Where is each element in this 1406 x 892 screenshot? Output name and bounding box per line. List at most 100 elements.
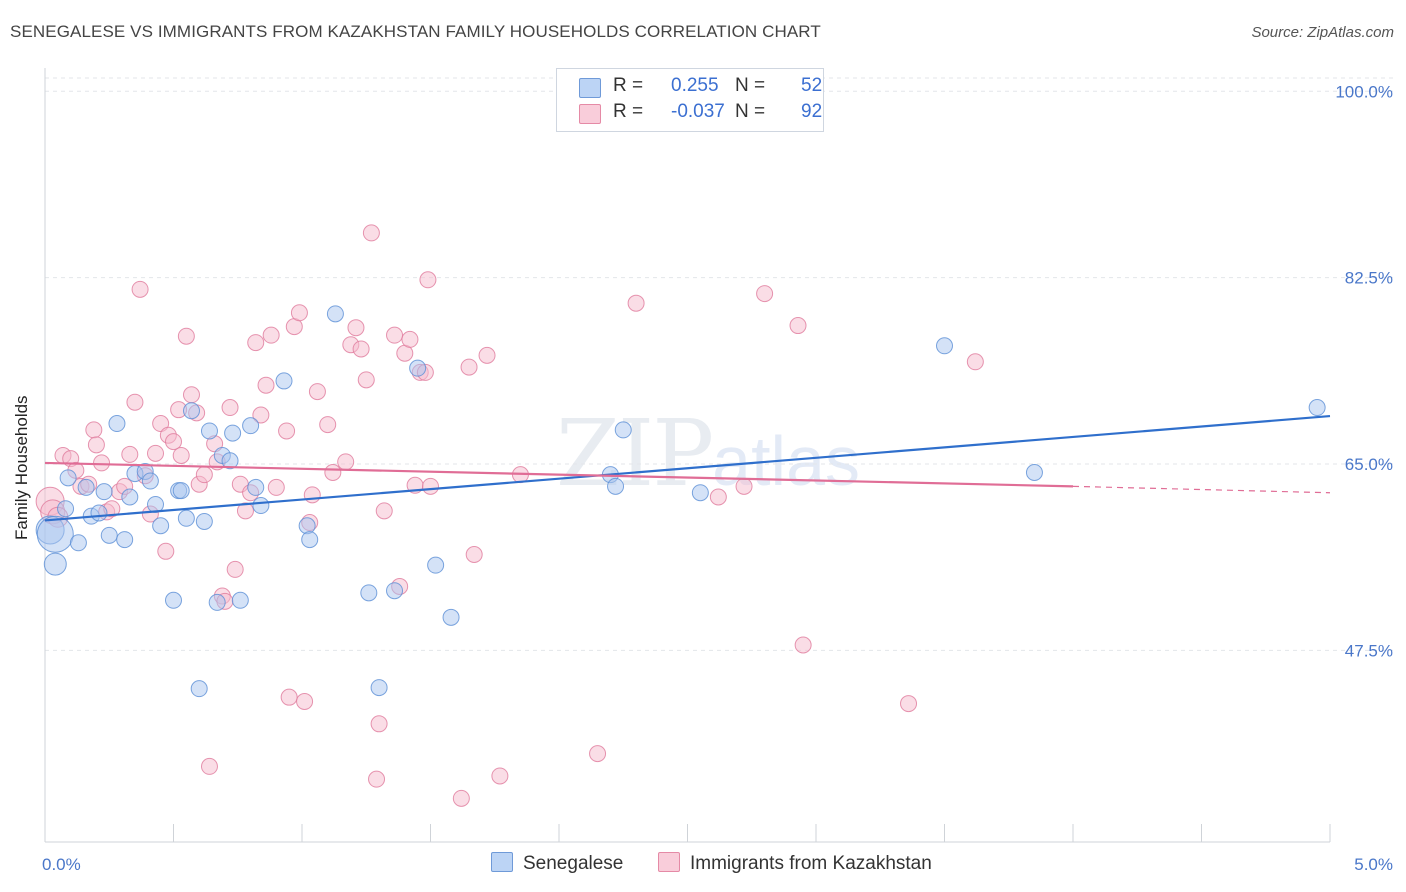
bottom-legend-swatch-pink — [658, 852, 680, 872]
kazakhstan-trend-line — [44, 461, 1074, 488]
kazakhstan-point — [319, 416, 337, 434]
bottom-legend-label: Senegalese — [523, 853, 624, 874]
kazakhstan-point — [182, 386, 200, 404]
tick-labels: 100.0% 82.5% 65.0% 47.5% 0.0% 5.0% — [42, 82, 1393, 874]
legend-swatch-blue — [579, 78, 601, 98]
kazakhstan-point — [303, 486, 321, 504]
kazakhstan-point — [165, 433, 182, 451]
senegalese-point — [77, 478, 95, 496]
senegalese-point — [275, 372, 293, 390]
senegalese-point — [370, 679, 388, 697]
kazakhstan-point — [147, 444, 165, 462]
kazakhstan-point — [756, 285, 774, 303]
senegalese-point — [607, 477, 625, 495]
senegalese-point — [200, 422, 218, 440]
legend-n-value: 52 — [801, 75, 823, 96]
kazakhstan-point — [789, 317, 807, 335]
senegalese-point — [36, 515, 74, 553]
zipatlas-watermark: ZIPatlas — [556, 400, 860, 507]
kazakhstan-point — [131, 280, 149, 298]
legend-r-value: 0.255 — [671, 75, 719, 96]
senegalese-point — [141, 472, 159, 490]
kazakhstan-point — [152, 415, 170, 433]
senegalese-point — [182, 402, 200, 420]
legend-swatch-pink — [579, 104, 601, 124]
chart-source: Source: ZipAtlas.com — [1251, 24, 1394, 41]
kazakhstan-point — [262, 326, 280, 344]
kazakhstan-point — [200, 757, 218, 775]
senegalese-point — [116, 531, 134, 549]
trend-lines — [44, 414, 1331, 522]
kazakhstan-point — [126, 393, 144, 411]
kazakhstan-point — [121, 445, 139, 463]
senegalese-point — [1025, 464, 1043, 482]
senegalese-point — [121, 488, 139, 506]
watermark-zip: ZIP — [556, 400, 714, 507]
kazakhstan-point — [290, 304, 308, 322]
senegalese-point — [221, 452, 239, 470]
kazakhstan-point — [709, 488, 727, 506]
kazakhstan-trend-extension — [1072, 485, 1331, 494]
senegalese-point — [43, 552, 67, 576]
senegalese-point — [326, 305, 344, 323]
chart-title: SENEGALESE VS IMMIGRANTS FROM KAZAKHSTAN… — [10, 22, 821, 41]
legend-n-value: 92 — [801, 101, 823, 122]
legend-n-label: N = — [735, 101, 766, 122]
kazakhstan-point — [735, 477, 753, 495]
senegalese-point — [298, 517, 316, 535]
kazakhstan-point — [362, 224, 380, 242]
y-tick-label: 82.5% — [1345, 269, 1393, 288]
correlation-legend: R = 0.255 N = 52 R = -0.037 N = 92 — [556, 68, 824, 132]
senegalese-point — [57, 500, 75, 518]
kazakhstan-point — [386, 326, 404, 344]
senegalese-point — [1308, 399, 1326, 417]
legend-r-value: -0.037 — [671, 101, 725, 122]
senegalese-point — [165, 591, 182, 609]
kazakhstan-point — [252, 406, 270, 424]
series-senegalese-points — [35, 305, 1326, 698]
kazakhstan-point — [401, 330, 419, 348]
kazakhstan-point — [324, 464, 342, 482]
kazakhstan-point — [478, 346, 496, 364]
kazakhstan-point — [794, 636, 812, 654]
kazakhstan-point — [257, 376, 275, 394]
x-tick-label: 5.0% — [1354, 855, 1393, 874]
senegalese-point — [177, 509, 195, 527]
senegalese-point — [95, 483, 113, 501]
senegalese-point — [208, 593, 226, 611]
kazakhstan-point — [337, 453, 355, 471]
senegalese-point — [427, 556, 445, 574]
senegalese-point — [691, 484, 709, 502]
senegalese-point — [172, 482, 190, 500]
kazakhstan-point — [296, 692, 314, 710]
kazakhstan-point — [966, 353, 984, 371]
kazakhstan-point — [491, 767, 509, 785]
senegalese-point — [614, 421, 632, 439]
senegalese-point — [152, 517, 170, 535]
senegalese-point — [936, 337, 953, 355]
kazakhstan-point — [465, 545, 483, 563]
kazakhstan-point — [157, 542, 175, 560]
kazakhstan-point — [368, 770, 386, 788]
legend-r-label: R = — [613, 75, 644, 96]
kazakhstan-point — [627, 294, 645, 312]
axes — [44, 68, 1331, 843]
kazakhstan-point — [352, 340, 370, 358]
kazakhstan-point — [452, 789, 470, 807]
senegalese-point — [301, 531, 319, 549]
x-tick-label: 0.0% — [42, 855, 81, 874]
senegalese-point — [69, 534, 87, 552]
senegalese-point — [242, 417, 260, 435]
kazakhstan-point — [357, 371, 375, 389]
kazakhstan-point — [589, 745, 607, 763]
bottom-legend-label: Immigrants from Kazakhstan — [690, 853, 932, 874]
senegalese-point — [195, 512, 213, 530]
kazakhstan-point — [280, 688, 298, 706]
y-tick-label: 65.0% — [1345, 455, 1393, 474]
kazakhstan-point — [236, 502, 254, 520]
kazakhstan-point — [93, 454, 111, 472]
kazakhstan-point — [308, 383, 326, 401]
kazakhstan-point — [370, 715, 388, 733]
kazakhstan-point — [221, 399, 239, 417]
senegalese-point — [252, 497, 270, 515]
